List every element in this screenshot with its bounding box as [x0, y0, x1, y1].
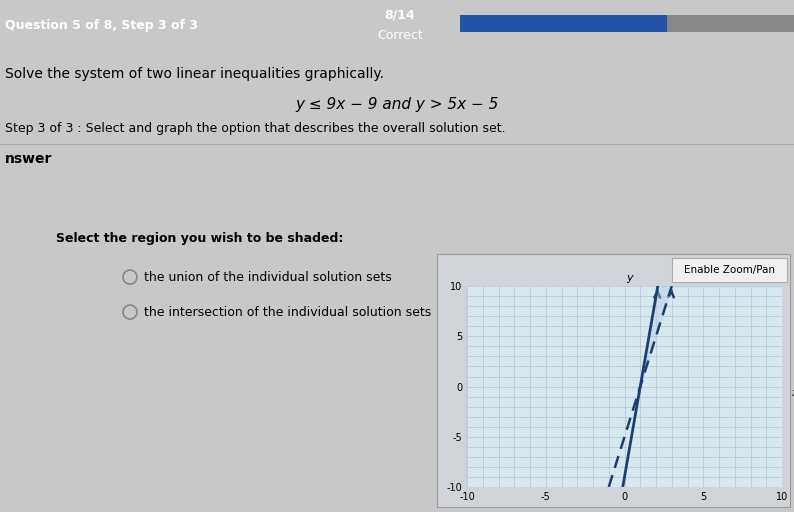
Text: y: y	[626, 273, 633, 283]
Text: nswer: nswer	[5, 152, 52, 166]
Text: 8/14: 8/14	[384, 9, 415, 22]
Text: Solve the system of two linear inequalities graphically.: Solve the system of two linear inequalit…	[5, 67, 384, 81]
Text: Step 3 of 3 : Select and graph the option that describes the overall solution se: Step 3 of 3 : Select and graph the optio…	[5, 122, 506, 135]
Text: the union of the individual solution sets: the union of the individual solution set…	[144, 270, 391, 284]
Text: the intersection of the individual solution sets: the intersection of the individual solut…	[144, 306, 431, 318]
Bar	[460, 15, 667, 32]
Text: Select the region you wish to be shaded:: Select the region you wish to be shaded:	[56, 232, 344, 245]
Bar	[672, 258, 787, 282]
Bar	[460, 15, 794, 32]
Text: Correct: Correct	[377, 29, 423, 41]
Text: x: x	[792, 388, 794, 398]
Text: Question 5 of 8, Step 3 of 3: Question 5 of 8, Step 3 of 3	[5, 18, 198, 32]
Text: Enable Zoom/Pan: Enable Zoom/Pan	[684, 265, 774, 275]
Text: y ≤ 9x − 9 and y > 5x − 5: y ≤ 9x − 9 and y > 5x − 5	[295, 97, 499, 112]
Bar	[437, 254, 790, 507]
